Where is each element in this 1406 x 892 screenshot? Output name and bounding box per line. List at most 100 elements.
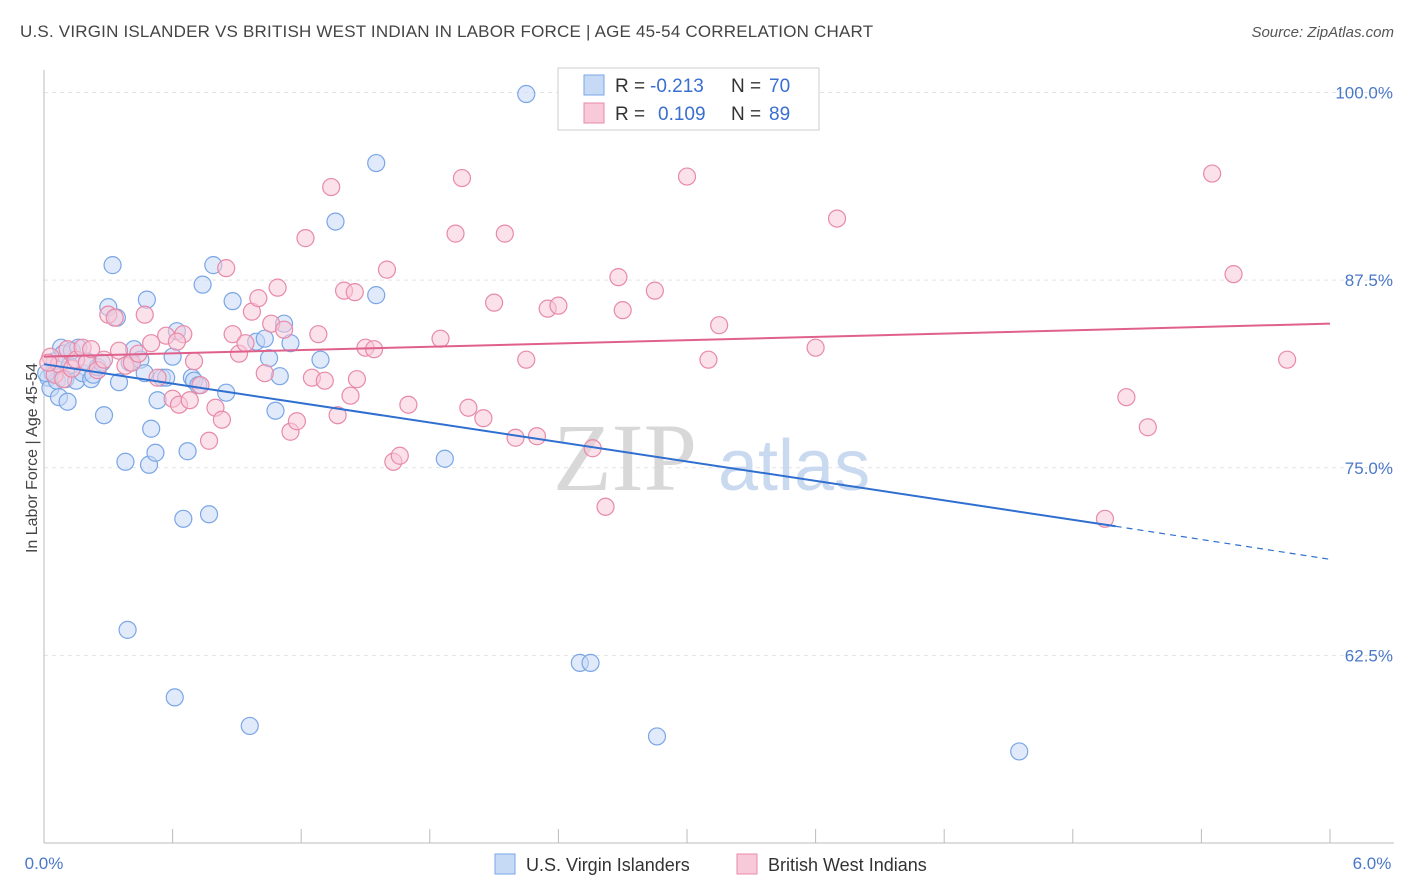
point-british-west-indians <box>452 168 472 188</box>
point-british-west-indians <box>699 350 718 369</box>
legend-r-value-1: -0.213 <box>650 76 704 97</box>
point-us-virgin-islanders <box>118 620 137 639</box>
point-us-virgin-islanders <box>240 716 259 736</box>
series-name-1: U.S. Virgin Islanders <box>526 855 690 875</box>
watermark: ZIP atlas <box>553 404 870 511</box>
point-british-west-indians <box>431 329 450 348</box>
point-british-west-indians <box>105 308 124 327</box>
chart-source: Source: ZipAtlas.com <box>1251 24 1394 41</box>
legend-swatch-pink <box>583 102 605 124</box>
point-us-virgin-islanders <box>199 505 219 524</box>
point-us-virgin-islanders <box>255 329 274 348</box>
point-british-west-indians <box>94 350 114 369</box>
point-british-west-indians <box>212 410 231 429</box>
point-us-virgin-islanders <box>58 392 77 411</box>
point-us-virgin-islanders <box>148 391 167 410</box>
point-us-virgin-islanders <box>109 373 129 392</box>
point-us-virgin-islanders <box>266 401 285 420</box>
point-us-virgin-islanders <box>94 406 114 425</box>
point-us-virgin-islanders <box>326 212 345 231</box>
point-us-virgin-islanders <box>193 275 212 294</box>
chart-title: U.S. VIRGIN ISLANDER VS BRITISH WEST IND… <box>20 22 874 41</box>
point-british-west-indians <box>806 338 825 357</box>
point-us-virgin-islanders <box>165 688 184 707</box>
point-british-west-indians <box>474 409 493 428</box>
point-british-west-indians <box>82 340 101 359</box>
point-us-virgin-islanders <box>647 727 667 746</box>
point-us-virgin-islanders <box>178 442 197 461</box>
point-us-virgin-islanders <box>367 286 386 305</box>
point-british-west-indians <box>268 278 287 297</box>
series-name-2: British West Indians <box>768 855 927 875</box>
point-british-west-indians <box>255 364 274 383</box>
point-british-west-indians <box>596 497 615 516</box>
axes <box>43 70 1394 844</box>
point-us-virgin-islanders <box>270 367 289 386</box>
point-british-west-indians <box>399 395 418 414</box>
trend-line-blue <box>43 363 1116 528</box>
point-british-west-indians <box>167 332 186 351</box>
point-british-west-indians <box>495 224 514 243</box>
legend-r-label-2: R = <box>615 104 645 125</box>
point-british-west-indians <box>527 427 547 446</box>
point-british-west-indians <box>148 368 167 387</box>
point-british-west-indians <box>39 353 58 372</box>
point-british-west-indians <box>459 398 478 417</box>
y-axis-title: In Labor Force | Age 45-54 <box>24 363 41 553</box>
point-british-west-indians <box>377 260 397 279</box>
point-us-virgin-islanders <box>223 292 242 311</box>
point-british-west-indians <box>223 325 242 344</box>
point-british-west-indians <box>1278 350 1297 369</box>
point-british-west-indians <box>390 446 409 465</box>
point-british-west-indians <box>249 289 268 308</box>
point-british-west-indians <box>1224 265 1243 284</box>
point-us-virgin-islanders <box>116 452 135 471</box>
x-tick-label: 0.0% <box>25 854 64 873</box>
legend-r-label-1: R = <box>615 76 645 97</box>
point-british-west-indians <box>236 334 255 353</box>
point-british-west-indians <box>613 301 632 320</box>
legend-n-label-2: N = <box>731 104 761 125</box>
point-british-west-indians <box>645 281 664 300</box>
point-british-west-indians <box>135 305 154 324</box>
point-british-west-indians <box>287 412 307 431</box>
point-british-west-indians <box>517 350 536 369</box>
point-us-virgin-islanders <box>103 256 122 275</box>
point-us-virgin-islanders <box>435 449 454 468</box>
point-british-west-indians <box>322 177 341 197</box>
point-british-west-indians <box>1117 388 1136 407</box>
legend-r-value-2: 0.109 <box>658 104 706 125</box>
y-tick-labels: 62.5% 75.0% 87.5% 100.0% <box>1335 84 1393 666</box>
point-us-virgin-islanders <box>517 84 536 104</box>
point-british-west-indians <box>341 386 360 405</box>
series-legend: U.S. Virgin Islanders British West India… <box>494 853 927 875</box>
data-points <box>37 84 1297 761</box>
y-tick-label: 62.5% <box>1345 646 1393 665</box>
point-british-west-indians <box>328 406 347 425</box>
point-british-west-indians <box>217 259 236 278</box>
trend-lines <box>43 322 1331 560</box>
point-us-virgin-islanders <box>581 653 600 672</box>
point-us-virgin-islanders <box>259 349 279 368</box>
correlation-legend: R = -0.213 N = 70 R = 0.109 N = 89 <box>557 67 820 131</box>
trend-line-blue-extension <box>1115 525 1331 560</box>
point-british-west-indians <box>485 293 504 312</box>
watermark-atlas: atlas <box>718 426 870 506</box>
point-british-west-indians <box>345 283 364 302</box>
point-british-west-indians <box>180 391 199 410</box>
point-british-west-indians <box>446 224 465 243</box>
watermark-zip: ZIP <box>553 404 697 511</box>
point-british-west-indians <box>677 167 697 186</box>
point-british-west-indians <box>506 428 525 447</box>
point-british-west-indians <box>184 352 204 371</box>
legend-n-label-1: N = <box>731 76 761 97</box>
point-british-west-indians <box>1203 164 1222 183</box>
point-british-west-indians <box>827 209 847 228</box>
point-us-virgin-islanders <box>311 350 330 369</box>
point-british-west-indians <box>710 316 729 335</box>
point-british-west-indians <box>347 370 367 389</box>
grid-lines <box>44 92 1394 656</box>
series-swatch-blue <box>494 853 516 875</box>
point-british-west-indians <box>315 371 334 390</box>
point-british-west-indians <box>142 334 161 353</box>
